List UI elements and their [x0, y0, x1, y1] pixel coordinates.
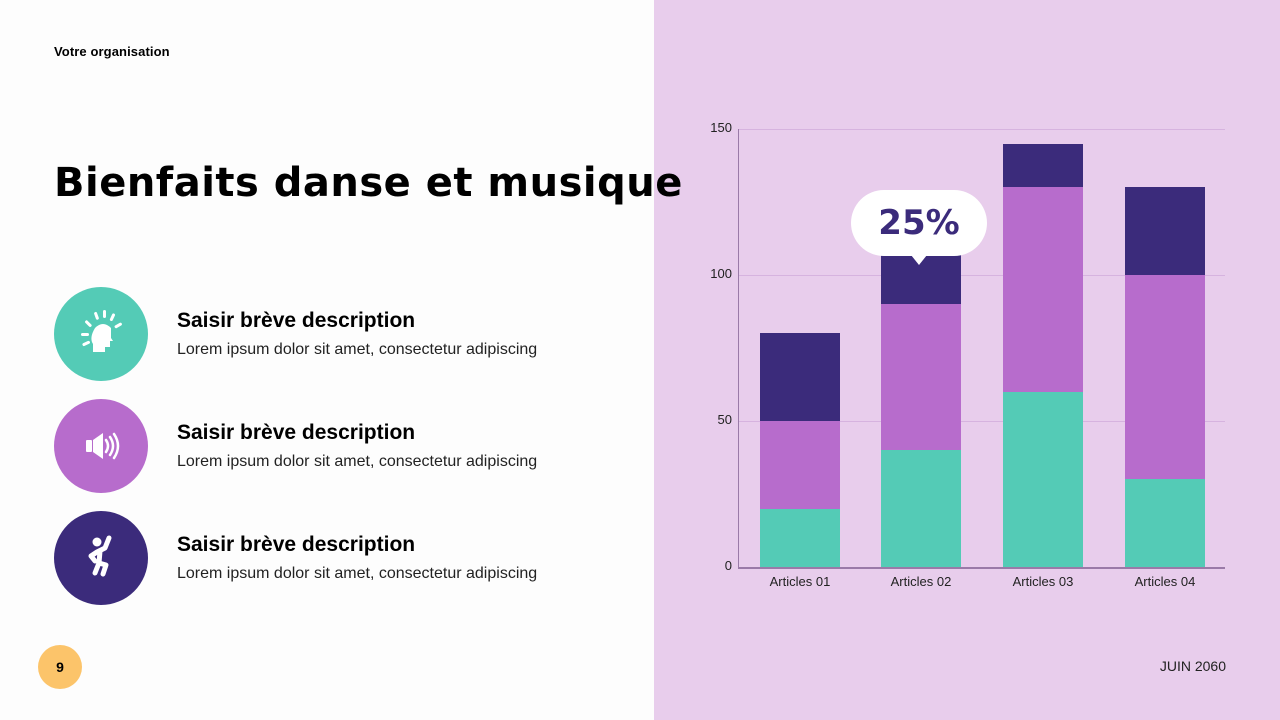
dancer-icon: [54, 511, 148, 605]
benefit-heading: Saisir brève description: [177, 421, 416, 444]
benefit-item-3: Saisir brève description Lorem ipsum dol…: [54, 511, 634, 605]
page-number-badge: 9: [38, 645, 82, 689]
benefit-description: Lorem ipsum dolor sit amet, consectetur …: [177, 565, 538, 582]
benefit-item-1: Saisir brève description Lorem ipsum dol…: [54, 287, 634, 381]
benefit-item-2: Saisir brève description Lorem ipsum dol…: [54, 399, 634, 493]
benefit-heading: Saisir brève description: [177, 533, 416, 556]
head-idea-icon: [54, 287, 148, 381]
speaker-icon: [54, 399, 148, 493]
benefit-description: Lorem ipsum dolor sit amet, consectetur …: [177, 453, 538, 470]
benefit-description: Lorem ipsum dolor sit amet, consectetur …: [177, 341, 538, 358]
footer-date: JUIN 2060: [1159, 658, 1226, 674]
slide-title: Bienfaits danse et musique: [54, 160, 683, 206]
organization-name: Votre organisation: [54, 44, 170, 59]
benefit-heading: Saisir brève description: [177, 309, 416, 332]
chart-panel: [654, 0, 1280, 720]
